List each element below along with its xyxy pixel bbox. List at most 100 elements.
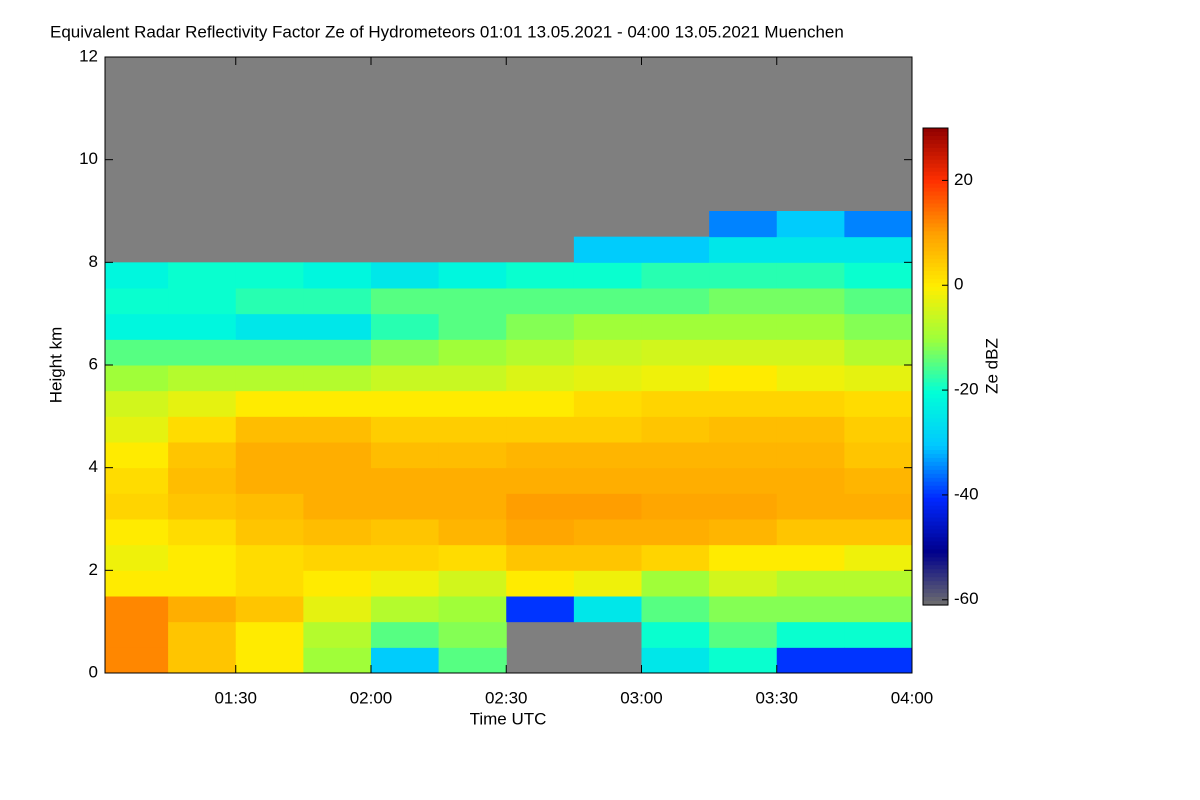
heatmap-cell <box>303 544 372 571</box>
heatmap-cell <box>506 365 575 392</box>
heatmap-cell <box>438 442 507 469</box>
colorbar-step <box>923 565 948 570</box>
heatmap-cell <box>168 442 237 469</box>
heatmap-cell <box>235 570 304 597</box>
x-tick-label: 02:30 <box>485 688 528 707</box>
colorbar-step <box>923 541 948 546</box>
colorbar-step <box>923 275 948 280</box>
heatmap-cell <box>844 544 912 571</box>
heatmap-cell <box>105 544 169 571</box>
heatmap-cell <box>370 313 440 340</box>
colorbar-step <box>923 533 948 539</box>
colorbar-step <box>923 418 948 423</box>
heatmap-cell <box>844 647 912 673</box>
colorbar-step <box>923 597 948 602</box>
heatmap-cell <box>370 570 440 597</box>
heatmap-cell <box>105 288 169 315</box>
heatmap-cell <box>438 570 507 597</box>
heatmap-cell <box>370 544 440 571</box>
colorbar-step <box>923 143 948 149</box>
heatmap-cell <box>438 262 507 289</box>
colorbar-step <box>923 131 948 137</box>
heatmap-cell <box>641 442 710 469</box>
heatmap-cell <box>370 596 440 623</box>
y-tick-label: 4 <box>89 457 98 476</box>
heatmap-cell <box>641 390 710 417</box>
heatmap-cell <box>506 544 575 571</box>
colorbar-step <box>923 358 948 364</box>
heatmap-cell <box>844 519 912 546</box>
heatmap-cell <box>844 493 912 520</box>
colorbar-step <box>923 473 948 479</box>
heatmap-cell <box>105 339 169 366</box>
colorbar-step <box>923 382 948 387</box>
colorbar-step <box>923 231 948 236</box>
heatmap-cell <box>776 416 845 443</box>
chart-title: Equivalent Radar Reflectivity Factor Ze … <box>50 22 844 41</box>
colorbar-step <box>923 529 948 535</box>
colorbar-step <box>923 457 948 463</box>
heatmap-cell <box>370 288 440 315</box>
colorbar-step <box>923 553 948 558</box>
y-tick-label: 6 <box>89 354 98 373</box>
heatmap-cell <box>303 467 372 494</box>
heatmap-cell <box>105 570 169 597</box>
x-tick-label: 02:00 <box>350 688 393 707</box>
heatmap-cell <box>776 519 845 546</box>
heatmap-cell <box>168 365 237 392</box>
heatmap-cell <box>709 519 778 546</box>
heatmap-cell <box>105 647 169 673</box>
heatmap-cell <box>776 313 845 340</box>
heatmap-cell <box>844 365 912 392</box>
heatmap-cell <box>370 416 440 443</box>
heatmap-cell <box>844 313 912 340</box>
heatmap-cell <box>438 390 507 417</box>
heatmap-cell <box>506 339 575 366</box>
colorbar-step <box>923 334 948 340</box>
heatmap-cell <box>709 621 778 648</box>
heatmap-cell <box>573 570 642 597</box>
colorbar-step <box>923 374 948 380</box>
heatmap-cell <box>438 519 507 546</box>
heatmap-cell <box>303 621 372 648</box>
heatmap-cell <box>776 211 845 238</box>
colorbar-step <box>923 207 948 213</box>
heatmap-cell <box>303 416 372 443</box>
colorbar-tick-label: 20 <box>954 170 973 189</box>
colorbar-step <box>923 461 948 467</box>
colorbar-step <box>923 497 948 503</box>
heatmap-cell <box>235 467 304 494</box>
colorbar-step <box>923 267 948 272</box>
colorbar-step <box>923 589 948 594</box>
heatmap-cell <box>844 442 912 469</box>
heatmap-cell <box>370 647 440 673</box>
colorbar-step <box>923 175 948 181</box>
colorbar-step <box>923 477 948 483</box>
heatmap-cell <box>105 519 169 546</box>
colorbar-step <box>923 601 948 606</box>
heatmap-cell <box>370 519 440 546</box>
heatmap-cell <box>235 416 304 443</box>
colorbar-step <box>923 322 948 328</box>
heatmap-cell <box>168 544 237 571</box>
heatmap-cell <box>573 288 642 315</box>
colorbar-step <box>923 243 948 248</box>
colorbar-step <box>923 378 948 383</box>
heatmap <box>105 211 912 673</box>
colorbar-tick-label: -20 <box>954 380 979 399</box>
colorbar-step <box>923 585 948 590</box>
colorbar-step <box>923 537 948 542</box>
heatmap-cell <box>776 596 845 623</box>
heatmap-cell <box>709 339 778 366</box>
colorbar-step <box>923 306 948 312</box>
heatmap-cell <box>370 390 440 417</box>
heatmap-cell <box>235 390 304 417</box>
heatmap-cell <box>438 313 507 340</box>
x-tick-label: 03:30 <box>755 688 798 707</box>
colorbar-step <box>923 386 948 391</box>
colorbar-step <box>923 183 948 189</box>
heatmap-cell <box>168 570 237 597</box>
heatmap-cell <box>105 390 169 417</box>
heatmap-cell <box>641 519 710 546</box>
